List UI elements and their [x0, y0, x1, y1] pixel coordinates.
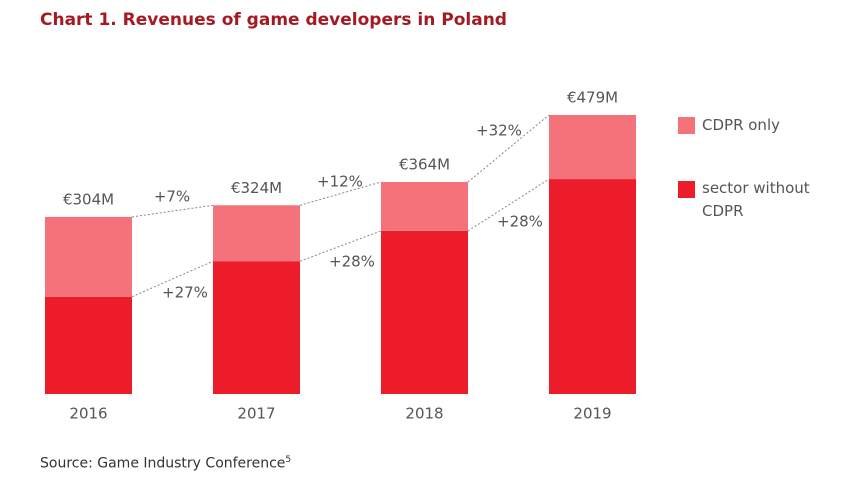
connector [467, 178, 550, 232]
connector [131, 204, 214, 218]
bar [381, 181, 468, 231]
source-note: 5 [285, 455, 292, 465]
bar [549, 179, 636, 394]
legend-label: sector without CDPR [702, 179, 810, 220]
bar [213, 261, 300, 394]
bar [381, 230, 468, 394]
total-label: €304M [63, 190, 114, 208]
total-label: €479M [567, 89, 618, 107]
legend-item: sector without CDPR [678, 179, 813, 223]
total-label: €324M [231, 179, 282, 197]
legend-label: CDPR only [702, 116, 780, 134]
legend-swatch [678, 117, 695, 134]
bar [213, 205, 300, 262]
growth-label: +28% [329, 253, 375, 271]
growth-label: +32% [476, 122, 522, 140]
chart-title: Chart 1. Revenues of game developers in … [40, 10, 507, 30]
growth-label: +12% [317, 173, 363, 191]
source: Source: Game Industry Conference5 [40, 455, 291, 472]
x-tick-label: 2018 [405, 405, 443, 423]
legend-swatch [678, 181, 695, 198]
x-tick-label: 2017 [237, 405, 275, 423]
source-text: Source: Game Industry Conference [40, 455, 286, 472]
bar [549, 115, 636, 180]
x-tick-label: 2019 [573, 405, 611, 423]
growth-label: +27% [162, 284, 208, 302]
x-tick-label: 2016 [69, 405, 107, 423]
legend-item: CDPR only [678, 116, 838, 134]
bar [45, 216, 132, 297]
growth-label: +28% [497, 213, 543, 231]
connector [299, 230, 382, 262]
bar [45, 296, 132, 394]
connector [131, 260, 214, 298]
growth-label: +7% [154, 188, 190, 206]
total-label: €364M [399, 155, 450, 173]
connector [467, 114, 550, 183]
